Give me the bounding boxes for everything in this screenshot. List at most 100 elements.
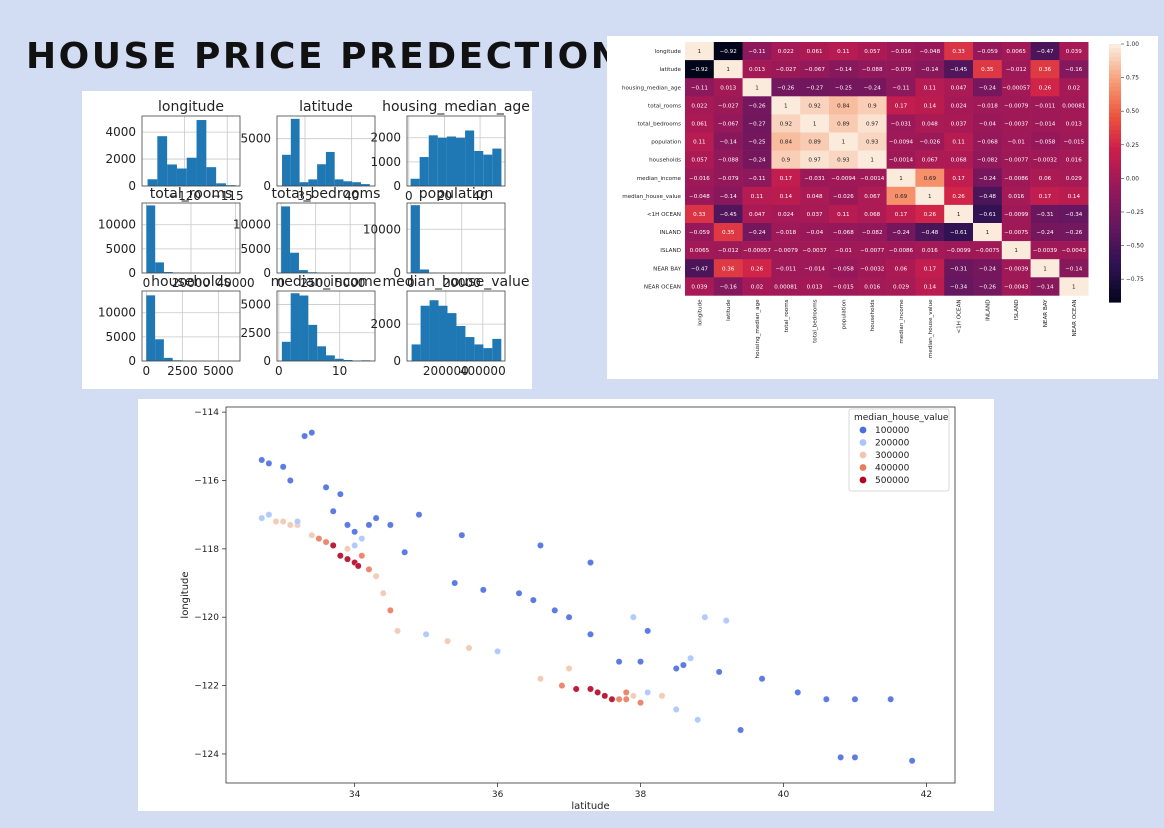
heatmap-cell [857,42,887,61]
heatmap-cell [973,132,1003,151]
scatter-point [351,542,359,549]
heatmap-cell-value: 0.36 [1039,67,1052,73]
heatmap-cell [771,78,801,97]
axes-frame [276,202,376,274]
scatter-point [329,507,337,515]
heatmap-cell-value: −0.24 [892,230,910,236]
heatmap-cell-value: −0.45 [720,212,738,218]
heatmap-cell [915,204,945,224]
colorbar-tick-label: −0.25 [1126,210,1144,216]
histogram-bar [419,269,429,273]
heatmap-cell [742,186,772,206]
heatmap-cell [915,241,945,260]
heatmap-cell-value: −0.015 [833,284,854,290]
heatmap-cell-value: 0.97 [808,158,821,164]
x-tick-label: 0 [143,276,151,290]
heatmap-cell [829,150,859,169]
scatter-point [386,521,394,529]
scatter-point [479,586,487,594]
heatmap-cell [973,259,1003,278]
heatmap-cell [742,168,772,188]
legend-label: 400000 [875,464,910,474]
heatmap-cell [742,241,772,260]
heatmap-col-label: housing_median_age [755,299,761,359]
heatmap-cell-value: −0.31 [950,266,968,272]
heatmap-cell [771,241,801,260]
heatmap-cell [771,96,801,115]
heatmap-cell [1059,60,1089,79]
heatmap-cell [713,241,743,260]
y-tick-label: 0 [128,179,136,193]
heatmap-cell [886,186,916,206]
heatmap-cell-value: −0.0037 [802,248,827,254]
colorbar-segment [1109,142,1121,148]
heatmap-cell [1001,223,1031,242]
scatter-point [622,689,630,696]
histogram-bar [325,151,335,186]
heatmap-cell [973,277,1003,296]
scatter-point [537,675,544,683]
y-tick-label: 0 [393,266,401,280]
heatmap-cell [973,96,1003,115]
scatter-point [758,675,766,683]
heatmap-cell [915,223,945,242]
heatmap-cell [771,150,801,169]
heatmap-cell-value: 1 [986,230,990,236]
axes-frame [276,115,376,187]
heatmap-col-label: median_house_value [928,299,934,358]
scatter-point [286,521,294,529]
histogram-bar [428,135,438,186]
heatmap-cell-value: 0.11 [693,140,706,146]
heatmap-cell-value: 0.047 [749,212,765,218]
heatmap-cell-value: −0.018 [775,230,796,236]
heatmap-cell [1059,78,1089,97]
colorbar-segment [1109,130,1121,135]
heatmap-cell [1030,132,1060,151]
scatter-point [265,511,273,519]
scatter-point [622,695,630,703]
heatmap-cell [829,204,859,224]
heatmap-row-label: households [649,158,681,164]
heatmap-cell-value: −0.34 [1065,212,1083,218]
legend-marker [859,476,867,484]
heatmap-cell [685,132,715,151]
heatmap-cell-value: 0.11 [837,212,850,218]
heatmap-cell [1059,150,1089,169]
heatmap-cell [857,259,887,278]
x-tick-label: 42 [921,790,932,800]
y-tick-label: 0 [263,354,271,368]
scatter-point [565,665,573,672]
heatmap-cell-value: 1 [726,67,730,73]
heatmap-cell-value: 0.068 [951,158,967,164]
heatmap-cell-value: −0.01 [835,248,853,254]
colorbar-segment [1109,168,1121,174]
scatter-point [358,552,366,560]
x-tick-label: 2500 [167,364,198,378]
heatmap-cell [829,60,859,79]
histogram-bar [483,348,493,361]
histogram-bar [155,262,164,273]
histogram-title: total_rooms [150,186,233,202]
heatmap-cell-value: −0.14 [1065,266,1083,272]
heatmap-cell-value: −0.088 [718,158,739,164]
heatmap-cell [944,223,974,242]
heatmap-cell-value: 0.029 [893,284,909,290]
heatmap-cell [973,114,1003,133]
x-tick-label: 400000 [460,364,506,378]
heatmap-cell [829,42,859,61]
heatmap-cell [685,114,715,133]
heatmap-cell-value: −0.25 [748,140,766,146]
heatmap-cell [713,204,743,224]
heatmap-cell-value: 0.068 [864,212,880,218]
y-tick-label: 2500 [240,326,271,340]
heatmap-cell [713,78,743,97]
histogram-bar [465,337,475,361]
heatmap-cell [742,60,772,79]
heatmap-cell [915,259,945,278]
scatter-point [415,511,423,519]
histogram-bar [343,181,353,186]
scatter-point [494,647,501,655]
heatmap-cell-value: −0.031 [804,176,825,182]
heatmap-cell-value: −0.26 [777,85,795,91]
scatter-point [258,514,266,522]
